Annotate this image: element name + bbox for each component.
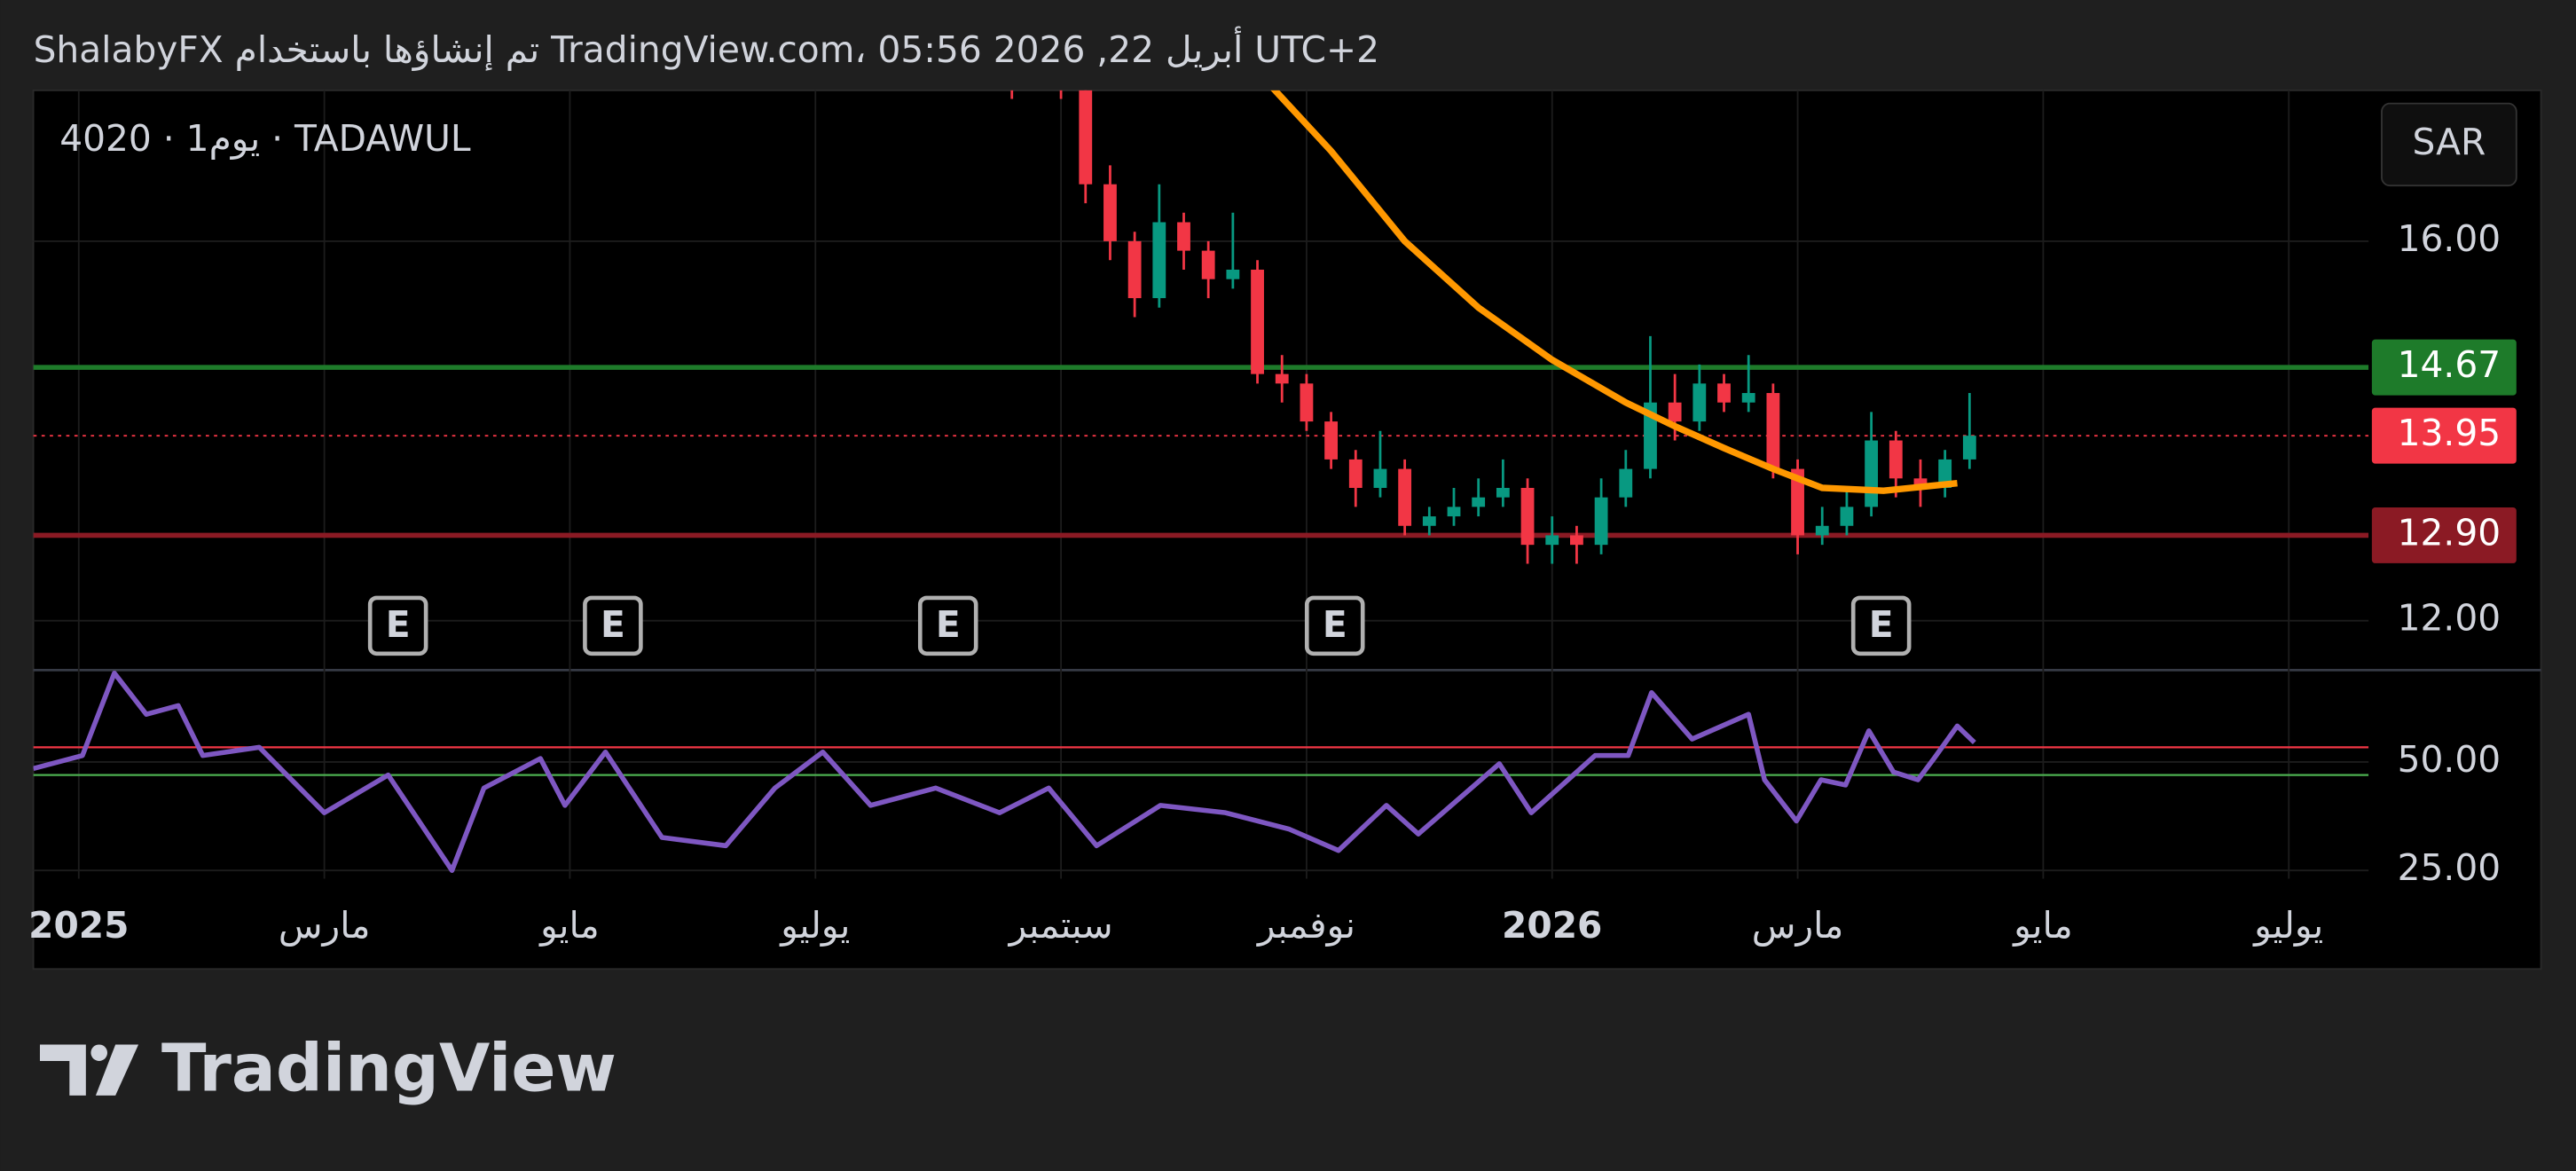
price-tag-label: 12.90 (2398, 511, 2501, 554)
candle-body (1300, 383, 1314, 422)
brand: TradingView (161, 1030, 617, 1106)
header-title: ShalabyFX تم إنشاؤها باستخدام TradingVie… (34, 26, 1379, 71)
rsi-pane (33, 670, 2369, 873)
candle-body (1570, 535, 1583, 546)
earnings-label: E (936, 603, 961, 646)
candle-body (1520, 487, 1535, 546)
y-tick-label: 16.00 (2398, 217, 2501, 260)
logo-icon (39, 1044, 139, 1096)
currency-label[interactable]: SAR (2413, 121, 2486, 163)
x-tick-label: 2026 (1502, 904, 1602, 947)
candle-body (1668, 402, 1682, 422)
price-tag (2371, 507, 2517, 563)
y-tick-label: 25.00 (2398, 846, 2501, 889)
price-tag-label: 13.95 (2398, 412, 2501, 454)
candle-body (1496, 487, 1510, 498)
candle-body (1962, 436, 1976, 460)
x-tick-label: مايو (2012, 904, 2073, 947)
candle-body (1177, 222, 1190, 251)
candle-body (1865, 440, 1879, 507)
x-tick-label: يوليو (779, 904, 850, 947)
candle-body (1889, 440, 1903, 479)
candle-body (1472, 497, 1486, 507)
candle-body (1201, 250, 1215, 279)
earnings-marker (367, 595, 428, 656)
earnings-marker (1850, 595, 1912, 656)
currency-button[interactable] (2381, 102, 2517, 187)
candle-body (1127, 240, 1142, 299)
candle-body (1840, 507, 1854, 526)
price-tag-label: 14.67 (2398, 343, 2501, 386)
earnings-marker (583, 595, 643, 656)
earnings-label: E (1869, 603, 1894, 646)
candle-body (1348, 459, 1363, 488)
candle-body (1815, 525, 1829, 536)
candle-body (1226, 269, 1240, 279)
x-tick-label: نوفمبر (1256, 904, 1355, 947)
candle-body (1373, 468, 1387, 488)
candle-body (1619, 468, 1633, 498)
candle-body (1324, 421, 1339, 460)
candle-body (1545, 535, 1559, 546)
y-tick-label: 12.00 (2398, 597, 2501, 640)
candle-body (1398, 468, 1412, 526)
x-tick-label: مارس (1752, 904, 1844, 947)
candle-body (1913, 478, 1928, 488)
earnings-label: E (1323, 603, 1347, 646)
earnings-marker (1304, 595, 1365, 656)
chart-area (32, 89, 2542, 971)
y-tick-label: 50.00 (2398, 738, 2501, 781)
candle-body (1275, 373, 1289, 384)
earnings-label: E (601, 603, 625, 646)
candle-body (1079, 90, 1093, 185)
x-tick-label: 2025 (28, 904, 129, 947)
candle-body (1251, 269, 1264, 374)
candle-body (1791, 468, 1804, 536)
candle-body (1692, 383, 1707, 422)
price-tag (2371, 339, 2517, 396)
price-tag (2371, 407, 2517, 464)
candle-body (1447, 507, 1461, 517)
candle-body (1766, 393, 1780, 469)
axis-labels: 12.00 16.00 2025 مارس مايو يوليو سبتمبر نوفمبر 2… (28, 217, 2517, 947)
candle-body (1103, 184, 1117, 241)
earnings-label: E (386, 603, 411, 646)
candle-body (1741, 393, 1755, 403)
candle-body (1717, 383, 1731, 403)
earnings-marker (917, 595, 978, 656)
moving-average (1270, 90, 1958, 494)
x-tick-label: مايو (538, 904, 600, 947)
candle-body (1594, 497, 1608, 546)
candle-body (1422, 516, 1436, 526)
x-tick-label: يوليو (2252, 904, 2323, 947)
rsi-line (33, 670, 1976, 873)
logo: TradingView (39, 1030, 617, 1106)
x-tick-label: سبتمبر (1008, 904, 1113, 947)
x-tick-label: مارس (279, 904, 371, 947)
candle-body (1152, 222, 1166, 299)
symbol-label: 4020 · يوم1 · TADAWUL (59, 117, 471, 160)
